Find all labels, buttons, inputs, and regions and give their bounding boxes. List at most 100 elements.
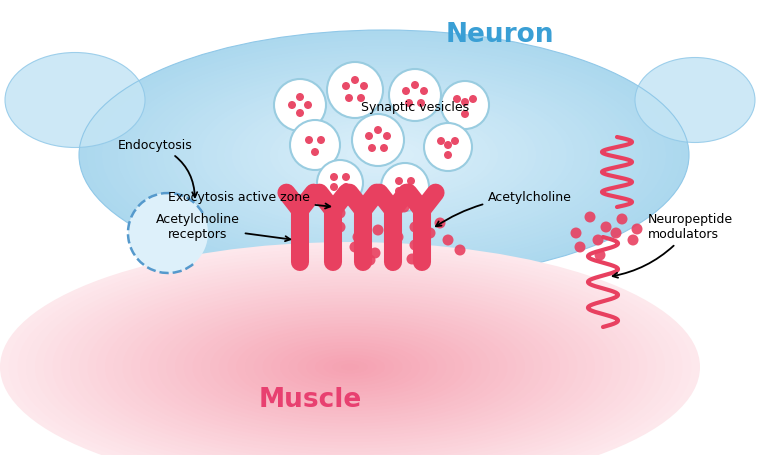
Circle shape	[304, 101, 312, 109]
Ellipse shape	[293, 117, 475, 192]
Ellipse shape	[52, 261, 647, 455]
Circle shape	[288, 101, 296, 109]
Circle shape	[355, 202, 366, 212]
Circle shape	[374, 126, 382, 134]
Circle shape	[441, 81, 489, 129]
Ellipse shape	[209, 83, 559, 227]
Ellipse shape	[194, 77, 574, 233]
Circle shape	[327, 62, 383, 118]
Ellipse shape	[70, 267, 630, 455]
Ellipse shape	[353, 142, 415, 167]
Circle shape	[342, 183, 350, 191]
Circle shape	[335, 222, 346, 233]
Ellipse shape	[184, 308, 516, 426]
Ellipse shape	[247, 99, 521, 211]
Ellipse shape	[237, 326, 464, 408]
Circle shape	[411, 81, 419, 89]
Circle shape	[296, 109, 304, 117]
Circle shape	[420, 87, 428, 95]
Circle shape	[461, 110, 469, 118]
Circle shape	[381, 163, 429, 211]
Circle shape	[594, 249, 605, 261]
Ellipse shape	[170, 67, 598, 243]
Circle shape	[352, 114, 404, 166]
Circle shape	[611, 228, 621, 238]
Ellipse shape	[186, 74, 582, 236]
Text: Neuron: Neuron	[445, 22, 554, 48]
Ellipse shape	[271, 339, 429, 395]
Ellipse shape	[88, 273, 613, 455]
Ellipse shape	[262, 105, 506, 205]
Ellipse shape	[270, 108, 498, 202]
Text: Neuropeptide
modulators: Neuropeptide modulators	[613, 213, 733, 278]
Ellipse shape	[44, 258, 656, 455]
Circle shape	[437, 137, 445, 145]
Circle shape	[274, 79, 326, 131]
Circle shape	[584, 212, 595, 222]
Circle shape	[407, 177, 415, 185]
Ellipse shape	[87, 33, 681, 277]
Ellipse shape	[94, 36, 674, 274]
Ellipse shape	[315, 354, 385, 379]
Ellipse shape	[5, 52, 145, 147]
Circle shape	[290, 120, 340, 170]
Circle shape	[335, 207, 346, 218]
Ellipse shape	[338, 136, 430, 174]
Ellipse shape	[8, 245, 691, 455]
Circle shape	[349, 242, 360, 253]
Ellipse shape	[26, 251, 674, 455]
Circle shape	[305, 136, 313, 144]
Circle shape	[365, 132, 373, 140]
Circle shape	[399, 202, 409, 212]
Ellipse shape	[166, 301, 534, 433]
Ellipse shape	[61, 264, 639, 455]
Ellipse shape	[193, 311, 508, 423]
Circle shape	[409, 239, 421, 251]
Circle shape	[392, 232, 403, 243]
Circle shape	[372, 224, 383, 236]
Ellipse shape	[0, 242, 700, 455]
Circle shape	[435, 217, 445, 228]
Circle shape	[617, 213, 627, 224]
Ellipse shape	[297, 348, 402, 386]
Circle shape	[330, 173, 338, 181]
Text: Muscle: Muscle	[258, 387, 362, 413]
Circle shape	[453, 95, 461, 103]
Circle shape	[395, 187, 403, 195]
Circle shape	[317, 136, 325, 144]
Circle shape	[592, 234, 604, 246]
Circle shape	[416, 209, 428, 221]
Text: Endocytosis: Endocytosis	[118, 138, 197, 197]
Circle shape	[444, 151, 452, 159]
Text: Acetylcholine
receptors: Acetylcholine receptors	[156, 213, 290, 241]
Ellipse shape	[331, 133, 437, 177]
Ellipse shape	[231, 92, 537, 217]
Circle shape	[389, 69, 441, 121]
Ellipse shape	[149, 295, 551, 439]
Circle shape	[451, 137, 459, 145]
Ellipse shape	[210, 317, 490, 417]
Circle shape	[425, 228, 435, 238]
Ellipse shape	[254, 102, 514, 208]
Circle shape	[296, 93, 304, 101]
Ellipse shape	[140, 55, 628, 255]
Circle shape	[368, 144, 376, 152]
Ellipse shape	[123, 286, 578, 448]
Ellipse shape	[118, 46, 650, 264]
Ellipse shape	[18, 248, 683, 455]
Circle shape	[417, 99, 425, 107]
Ellipse shape	[35, 254, 665, 455]
Text: Synaptic vesicles: Synaptic vesicles	[361, 101, 469, 113]
Circle shape	[469, 95, 477, 103]
Ellipse shape	[308, 124, 460, 186]
Text: Exocytosis active zone: Exocytosis active zone	[168, 191, 330, 208]
Ellipse shape	[131, 289, 569, 445]
Circle shape	[342, 173, 350, 181]
Ellipse shape	[324, 358, 376, 376]
Ellipse shape	[369, 149, 399, 161]
Circle shape	[380, 144, 388, 152]
Ellipse shape	[79, 30, 689, 280]
Ellipse shape	[361, 146, 407, 164]
Circle shape	[406, 253, 418, 264]
Ellipse shape	[140, 292, 560, 442]
